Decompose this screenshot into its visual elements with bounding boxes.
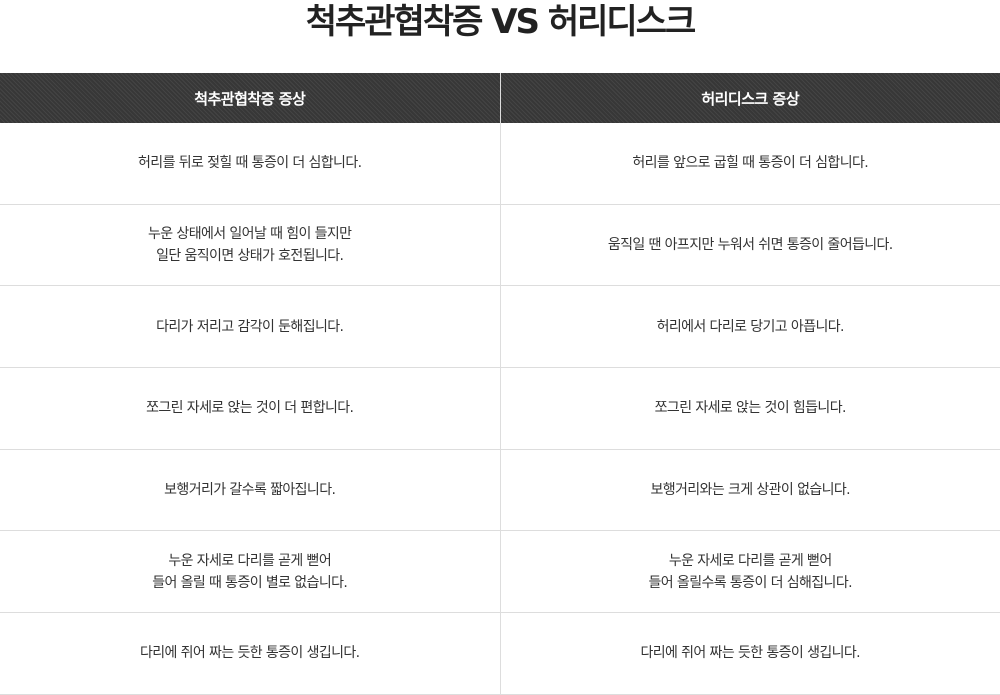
disc-symptom-cell: 허리에서 다리로 당기고 아픕니다. [500,285,1000,369]
table-row: 누운 자세로 다리를 곧게 뻗어 들어 올릴 때 통증이 별로 없습니다. 누운 자… [0,530,1000,614]
table-row: 허리를 뒤로 젖힐 때 통증이 더 심합니다. 허리를 앞으로 굽힐 때 통증이 … [0,123,1000,205]
disc-symptom-cell: 움직일 땐 아프지만 누워서 쉬면 통증이 줄어듭니다. [500,204,1000,287]
symptom-text: 쪼그린 자세로 앉는 것이 힘듭니다. [654,400,847,417]
symptom-text: 허리에서 다리로 당기고 아픕니다. [656,318,845,335]
disc-symptom-cell: 허리를 앞으로 굽힐 때 통증이 더 심합니다. [500,123,1000,205]
symptom-text: 누운 자세로 다리를 곧게 뻗어 [168,552,332,569]
table-header-row: 척추관협착증 증상 허리디스크 증상 [0,73,1000,123]
symptom-text: 누운 자세로 다리를 곧게 뻗어 [668,552,832,569]
header-herniated-disc: 허리디스크 증상 [500,73,1000,123]
symptom-text: 쪼그린 자세로 앉는 것이 더 편합니다. [146,400,354,417]
symptom-text: 보행거리가 갈수록 짧아집니다. [164,482,336,499]
stenosis-symptom-cell: 다리에 쥐어 짜는 듯한 통증이 생깁니다. [0,612,501,695]
symptom-text: 일단 움직이면 상태가 호전됩니다. [156,248,344,265]
comparison-table: 척추관협착증 증상 허리디스크 증상 허리를 뒤로 젖힐 때 통증이 더 심합니… [0,73,1000,695]
symptom-text: 누운 상태에서 일어날 때 힘이 들지만 [148,226,352,243]
symptom-text: 다리에 쥐어 짜는 듯한 통증이 생깁니다. [139,645,360,662]
stenosis-symptom-cell: 쪼그린 자세로 앉는 것이 더 편합니다. [0,367,501,450]
disc-symptom-cell: 다리에 쥐어 짜는 듯한 통증이 생깁니다. [500,612,1000,695]
disc-symptom-cell: 쪼그린 자세로 앉는 것이 힘듭니다. [500,367,1000,450]
symptom-text: 다리에 쥐어 짜는 듯한 통증이 생깁니다. [640,645,861,662]
symptom-text: 들어 올릴 때 통증이 별로 없습니다. [152,574,348,591]
table-row: 보행거리가 갈수록 짧아집니다. 보행거리와는 크게 상관이 없습니다. [0,449,1000,532]
symptom-text: 보행거리와는 크게 상관이 없습니다. [650,482,851,499]
page-title: 척추관협착증 VS 허리디스크 [305,2,697,42]
symptom-text: 허리를 뒤로 젖힐 때 통증이 더 심합니다. [138,155,362,172]
header-spinal-stenosis: 척추관협착증 증상 [0,73,501,123]
table-row: 쪼그린 자세로 앉는 것이 더 편합니다. 쪼그린 자세로 앉는 것이 힘듭니다. [0,367,1000,450]
symptom-text: 움직일 땐 아프지만 누워서 쉬면 통증이 줄어듭니다. [607,237,893,254]
stenosis-symptom-cell: 보행거리가 갈수록 짧아집니다. [0,449,501,532]
stenosis-symptom-cell: 허리를 뒤로 젖힐 때 통증이 더 심합니다. [0,123,501,205]
symptom-text: 허리를 앞으로 굽힐 때 통증이 더 심합니다. [632,155,869,172]
table-row: 다리에 쥐어 짜는 듯한 통증이 생깁니다. 다리에 쥐어 짜는 듯한 통증이 생… [0,612,1000,695]
symptom-text: 다리가 저리고 감각이 둔해집니다. [156,318,344,335]
stenosis-symptom-cell: 다리가 저리고 감각이 둔해집니다. [0,285,501,369]
table-row: 다리가 저리고 감각이 둔해집니다. 허리에서 다리로 당기고 아픕니다. [0,285,1000,369]
disc-symptom-cell: 보행거리와는 크게 상관이 없습니다. [500,449,1000,532]
symptom-text: 들어 올릴수록 통증이 더 심해집니다. [648,574,853,591]
